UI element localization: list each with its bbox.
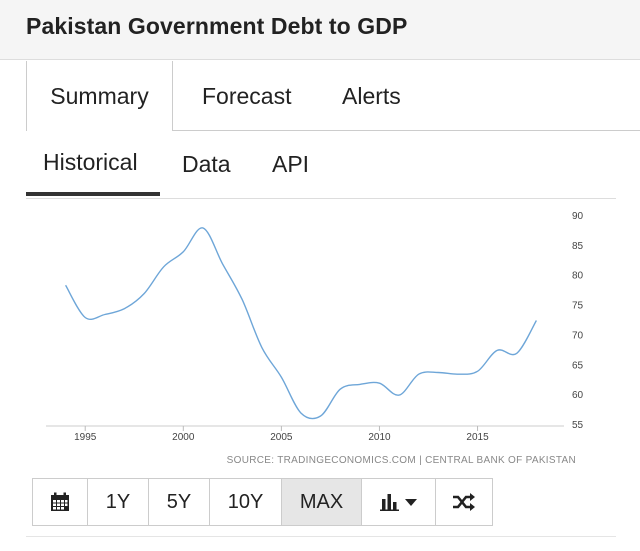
sub-tabs: Historical Data API xyxy=(26,132,640,199)
tab-summary[interactable]: Summary xyxy=(26,61,173,131)
y-tick-label: 85 xyxy=(572,241,584,252)
data-point xyxy=(240,298,244,302)
data-point xyxy=(358,382,362,386)
y-axis: 90 85 80 75 70 65 60 55 xyxy=(572,211,584,431)
data-point xyxy=(436,370,440,374)
data-point xyxy=(279,375,283,379)
calendar-button[interactable] xyxy=(32,478,88,526)
y-tick-label: 70 xyxy=(572,330,584,341)
x-tick-label: 2010 xyxy=(368,432,391,443)
data-point xyxy=(534,319,538,323)
tab-forecast[interactable]: Forecast xyxy=(202,61,291,131)
data-point xyxy=(456,372,460,376)
y-tick-label: 75 xyxy=(572,301,584,312)
data-point xyxy=(476,369,480,373)
range-5y-button[interactable]: 5Y xyxy=(148,478,210,526)
title-bar: Pakistan Government Debt to GDP xyxy=(0,0,640,60)
bottom-divider xyxy=(26,536,616,537)
data-point xyxy=(221,262,225,266)
data-point xyxy=(201,226,205,230)
data-point xyxy=(377,381,381,385)
data-point xyxy=(83,316,87,320)
x-tick-label: 1995 xyxy=(74,432,97,443)
range-5y-label: 5Y xyxy=(166,490,192,513)
y-tick-label: 80 xyxy=(572,271,584,282)
calendar-icon xyxy=(51,492,69,511)
data-point xyxy=(64,283,68,287)
line-chart: 1995 2000 2005 2010 2015 90 85 80 75 70 65 60 55 xyxy=(46,211,584,443)
tab-alerts[interactable]: Alerts xyxy=(342,61,401,131)
series-layer xyxy=(64,226,538,420)
tab-alerts-label: Alerts xyxy=(342,82,401,109)
data-point xyxy=(397,393,401,397)
y-tick-label: 90 xyxy=(572,211,584,222)
range-10y-label: 10Y xyxy=(227,490,264,513)
shuffle-icon xyxy=(453,493,475,511)
data-point xyxy=(338,387,342,391)
tab-data[interactable]: Data xyxy=(182,132,231,196)
compare-button[interactable] xyxy=(435,478,493,526)
tab-api-label: API xyxy=(272,150,310,177)
x-tick-label: 2005 xyxy=(270,432,293,443)
chart-source: SOURCE: TRADINGECONOMICS.COM | CENTRAL B… xyxy=(226,455,576,466)
y-tick-label: 55 xyxy=(572,420,584,431)
top-tabs: Summary Forecast Alerts xyxy=(26,61,640,131)
data-point xyxy=(319,414,323,418)
y-tick-label: 65 xyxy=(572,360,584,371)
x-tick-label: 2015 xyxy=(466,432,489,443)
tab-api[interactable]: API xyxy=(272,132,309,196)
tab-historical[interactable]: Historical xyxy=(26,132,160,196)
range-1y-label: 1Y xyxy=(105,490,131,513)
data-point xyxy=(495,348,499,352)
data-point xyxy=(260,345,264,349)
data-point xyxy=(417,372,421,376)
data-point xyxy=(515,351,519,355)
chart-type-button[interactable] xyxy=(361,478,436,526)
x-tick-label: 2000 xyxy=(172,432,195,443)
tab-historical-label: Historical xyxy=(43,148,138,175)
page-title: Pakistan Government Debt to GDP xyxy=(26,13,408,39)
range-max-button[interactable]: MAX xyxy=(281,478,362,526)
range-1y-button[interactable]: 1Y xyxy=(87,478,149,526)
data-point xyxy=(181,250,185,254)
data-point xyxy=(142,292,146,296)
tab-summary-label: Summary xyxy=(50,82,149,109)
x-axis: 1995 2000 2005 2010 2015 xyxy=(46,425,564,443)
data-point xyxy=(162,265,166,269)
range-max-label: MAX xyxy=(299,490,344,513)
caret-down-icon xyxy=(404,499,417,506)
y-tick-label: 60 xyxy=(572,390,584,401)
range-10y-button[interactable]: 10Y xyxy=(209,478,282,526)
tab-forecast-label: Forecast xyxy=(202,82,292,109)
bar-chart-icon xyxy=(379,494,399,511)
tab-data-label: Data xyxy=(182,150,231,177)
data-point xyxy=(122,307,126,311)
data-point xyxy=(299,411,303,415)
series-line-0 xyxy=(64,227,538,420)
data-point xyxy=(103,313,107,317)
chart-container: 1995 2000 2005 2010 2015 90 85 80 75 70 65 60 55 SO… xyxy=(26,198,616,469)
